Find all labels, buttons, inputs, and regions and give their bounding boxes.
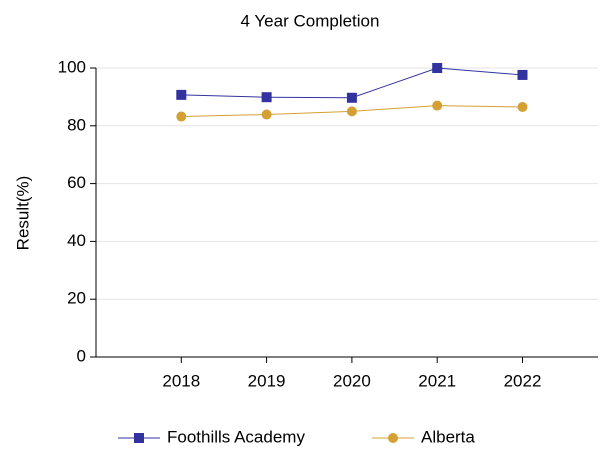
chart-title: 4 Year Completion (241, 11, 380, 30)
y-tick-label: 20 (67, 289, 86, 308)
data-point (432, 100, 443, 111)
data-point (176, 89, 187, 100)
x-tick-label: 2021 (418, 371, 456, 390)
y-tick-label: 60 (67, 173, 86, 192)
legend-marker (388, 433, 398, 443)
y-tick-label: 100 (58, 57, 86, 76)
y-axis-label: Result(%) (13, 176, 32, 251)
legend-marker (134, 433, 144, 443)
x-tick-label: 2020 (333, 371, 371, 390)
data-point (346, 92, 357, 103)
x-tick-label: 2019 (248, 371, 286, 390)
legend-label: Alberta (421, 427, 475, 446)
y-tick-label: 0 (77, 346, 86, 365)
x-tick-label: 2018 (162, 371, 200, 390)
data-point (346, 106, 357, 117)
y-tick-label: 80 (67, 115, 86, 134)
x-tick-label: 2022 (504, 371, 542, 390)
legend-label: Foothills Academy (167, 427, 305, 446)
data-point (261, 92, 272, 103)
data-point (517, 69, 528, 80)
y-tick-label: 40 (67, 231, 86, 250)
data-point (261, 109, 272, 120)
data-point (517, 102, 528, 113)
data-point (432, 63, 443, 73)
data-point (176, 111, 187, 122)
